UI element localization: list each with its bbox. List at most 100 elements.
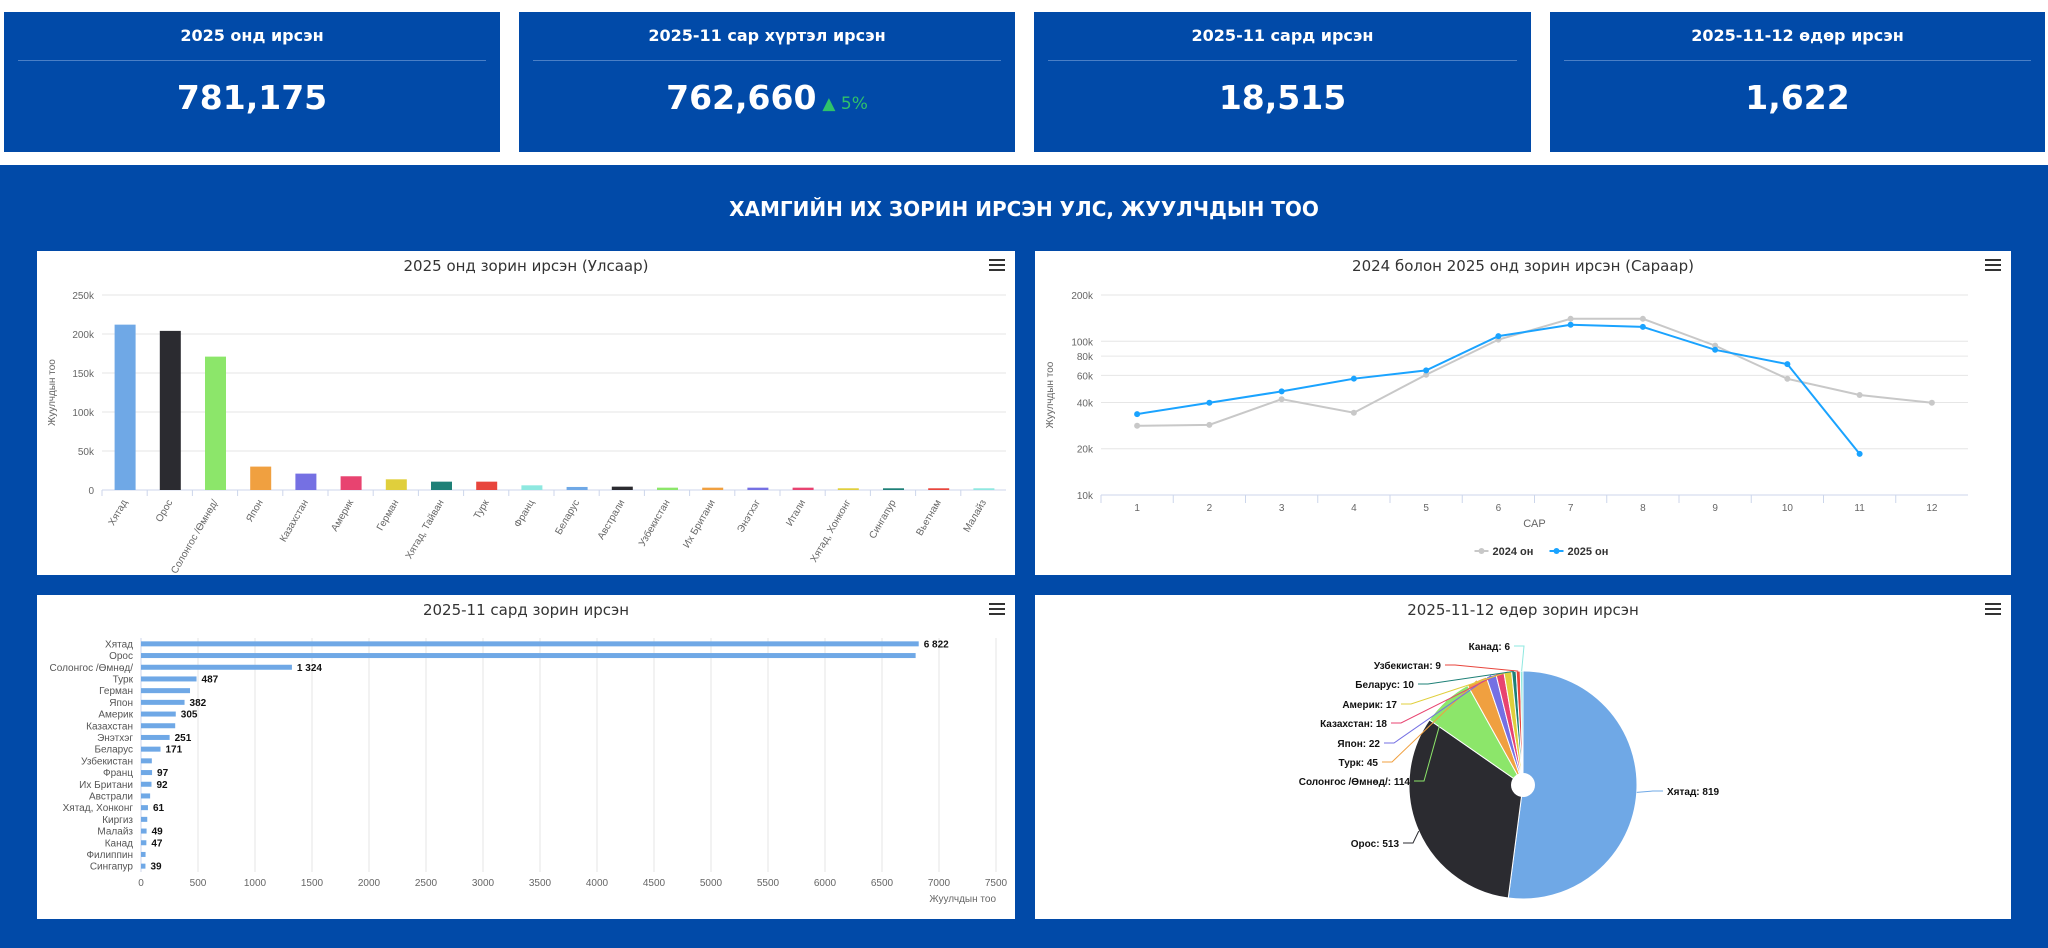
triangle-up-icon: ▲ <box>822 94 841 114</box>
y-tick-label: Беларус <box>94 745 133 756</box>
chart-panel-by-month: 10k 20k 40k 60k 80k 100k 200k Жуулчдын тоо 1 2 3 4 5… <box>1035 251 2011 575</box>
x-tick-label: 5000 <box>700 878 723 889</box>
y-tick-label: Малайз <box>97 827 133 838</box>
data-label: Солонгос /Өмнөд/: 114 <box>1299 777 1411 788</box>
x-tick-label: 7500 <box>985 878 1008 889</box>
x-tick-label: Вьетнам <box>914 498 943 538</box>
bar <box>141 653 916 659</box>
x-tick-label: 5 <box>1423 503 1429 514</box>
y-tick-label: 60k <box>1077 371 1094 382</box>
hamburger-menu-icon[interactable] <box>989 603 1005 617</box>
stat-card-title: 2025 онд ирсэн <box>180 26 324 45</box>
x-tick-label: Франц <box>512 498 537 530</box>
hamburger-menu-icon[interactable] <box>1985 259 2001 273</box>
pie-slice <box>1507 670 1638 900</box>
x-tick-label: 6500 <box>871 878 894 889</box>
x-tick-label: Малайз <box>962 498 990 535</box>
data-point <box>1278 388 1285 395</box>
x-tick-label: Япон <box>244 498 265 524</box>
divider <box>1564 60 2031 61</box>
data-label: 97 <box>157 768 169 779</box>
bar <box>837 488 859 490</box>
data-label: Америк: 17 <box>1342 700 1397 711</box>
bar <box>566 486 588 490</box>
hamburger-menu-icon[interactable] <box>989 259 1005 273</box>
bar <box>141 723 176 729</box>
x-tick-label: Хятад, Хонконг <box>809 498 854 565</box>
y-tick-label: 10k <box>1077 491 1094 502</box>
connector-line <box>1401 671 1508 705</box>
x-tick-label: Их Британи <box>681 498 717 550</box>
data-point <box>1639 323 1646 330</box>
x-tick-label: Узбекистан <box>636 498 672 549</box>
bar <box>141 828 147 834</box>
connector-line <box>1382 680 1478 763</box>
bar <box>702 487 724 490</box>
data-label: Орос: 513 <box>1351 839 1400 850</box>
x-tick-label: 2000 <box>358 878 381 889</box>
legend-marker <box>1478 548 1485 554</box>
x-tick-label: 1 <box>1134 503 1140 514</box>
horizontal-bar-chart: 0 500 1000 1500 2000 2500 3000 3500 4000 4500 5000… <box>50 638 1008 905</box>
stat-card-title: 2025-11 сард ирсэн <box>1191 26 1374 45</box>
y-tick-label: Америк <box>98 710 133 721</box>
data-label: Узбекистан: 9 <box>1374 660 1442 672</box>
data-label: 251 <box>175 733 192 744</box>
series-line-0 <box>1137 317 1932 427</box>
bar <box>250 466 272 490</box>
x-axis-title: САР <box>1523 518 1545 530</box>
stat-card-value: 1,622 <box>1745 78 1850 117</box>
bar <box>611 486 633 490</box>
data-label: Хятад: 819 <box>1667 787 1720 798</box>
bar <box>141 781 152 787</box>
bar-chart-by-country: 0 50k 100k 150k 200k 250k Жуулчдын тоо Хятад Оро… <box>47 291 1006 575</box>
x-tick-label: Герман <box>375 498 401 533</box>
bar <box>141 699 185 705</box>
data-label: 61 <box>153 803 165 814</box>
bar <box>141 770 153 776</box>
data-point <box>1495 333 1502 340</box>
y-tick-label: Хятад <box>105 639 133 650</box>
pie-center-hole <box>1511 773 1535 797</box>
stat-card-title: 2025-11-12 өдөр ирсэн <box>1691 26 1904 45</box>
x-tick-label: 1500 <box>301 878 324 889</box>
bar <box>141 805 148 811</box>
x-tick-label: 4 <box>1351 503 1357 514</box>
x-tick-label: 4000 <box>586 878 609 889</box>
y-tick-label: 200k <box>72 330 95 341</box>
y-tick-label: Япон <box>109 698 133 709</box>
data-label: 305 <box>181 710 198 721</box>
data-point <box>1567 315 1574 322</box>
y-tick-label: Солонгос /Өмнөд/ <box>50 663 134 674</box>
x-tick-label: 3000 <box>472 878 495 889</box>
bar <box>295 473 317 490</box>
data-point <box>1856 392 1863 399</box>
hamburger-menu-icon[interactable] <box>1985 603 2001 617</box>
chart-title: 2025-11 сард зорин ирсэн <box>422 601 630 619</box>
data-point <box>1206 421 1213 428</box>
x-tick-label: 8 <box>1640 503 1646 514</box>
bar <box>431 481 452 490</box>
x-tick-label: Казахстан <box>278 498 311 544</box>
bar <box>141 758 152 764</box>
connector-line <box>1418 670 1514 685</box>
x-tick-label: 6 <box>1496 503 1502 514</box>
x-tick-label: Америк <box>329 497 356 533</box>
data-point <box>1134 411 1141 418</box>
bar <box>141 746 161 752</box>
bar <box>141 641 919 647</box>
data-label: 47 <box>151 838 163 849</box>
legend-marker <box>1553 548 1560 554</box>
x-tick-label: Беларус <box>553 498 582 537</box>
connector-line <box>1636 790 1663 793</box>
bar <box>476 481 498 490</box>
stat-card-value: 781,175 <box>176 78 328 117</box>
bar <box>928 488 950 490</box>
y-tick-label: Орос <box>109 651 133 662</box>
connector-line <box>1445 664 1519 672</box>
connector-line <box>1384 675 1492 744</box>
y-tick-label: Узбекистан <box>81 755 133 767</box>
bar <box>973 488 995 490</box>
x-tick-label: Итали <box>784 498 808 528</box>
y-tick-label: 250k <box>72 291 95 302</box>
